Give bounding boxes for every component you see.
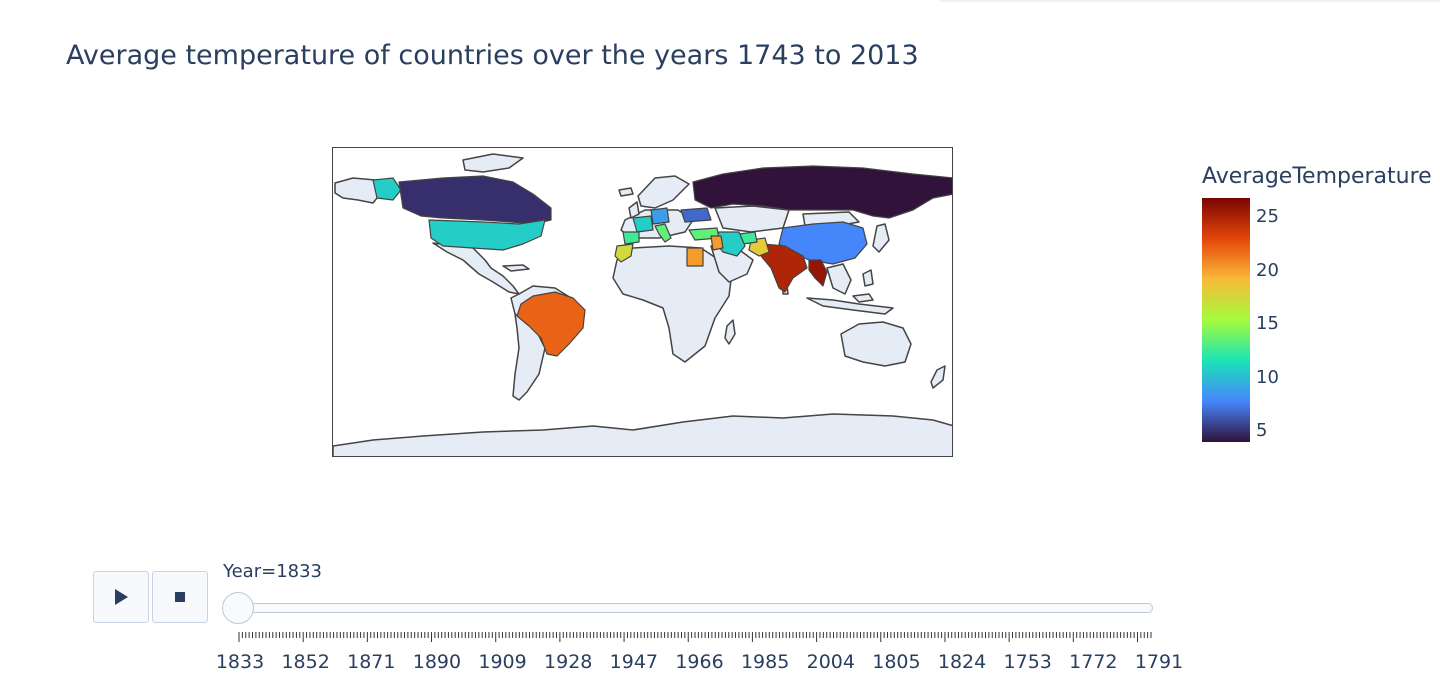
region-germany[interactable] [650, 207, 670, 225]
colorbar-title: AverageTemperature [1202, 164, 1432, 189]
land-africa [612, 245, 732, 363]
land-alaska [334, 177, 382, 204]
region-india[interactable] [760, 243, 808, 293]
region-greenland-north[interactable] [372, 177, 402, 201]
land-new-zealand [930, 365, 946, 389]
land-australia [840, 321, 912, 367]
slider-tick-label[interactable]: 1852 [281, 651, 330, 673]
slider-tick-label[interactable]: 1985 [740, 651, 790, 673]
slider-tick-label[interactable]: 1833 [215, 651, 265, 673]
region-usa[interactable] [428, 219, 546, 251]
land-uk [628, 201, 640, 219]
slider-tick-label[interactable]: 1947 [609, 651, 659, 673]
map-svg[interactable] [333, 148, 953, 457]
colorbar-tick: 15 [1256, 313, 1279, 334]
slider-tick-label[interactable]: 1791 [1134, 651, 1184, 673]
region-egypt[interactable] [686, 247, 704, 267]
region-ukraine[interactable] [680, 207, 712, 223]
land-indonesia [806, 269, 894, 315]
land-iceland [618, 187, 634, 197]
land-central-asia [714, 205, 790, 233]
region-italy[interactable] [654, 223, 672, 243]
chart-title: Average temperature of countries over th… [66, 40, 919, 71]
top-edge-bar [940, 0, 1440, 2]
stop-button[interactable] [152, 571, 208, 623]
slider-handle[interactable] [222, 592, 254, 624]
slider-tick-label[interactable]: 1928 [544, 651, 593, 673]
play-button[interactable] [93, 571, 149, 623]
slider-tick-label[interactable]: 1805 [872, 651, 921, 673]
land-southeast-asia [826, 263, 852, 295]
region-iraq[interactable] [710, 235, 724, 251]
slider-tick-label[interactable]: 1890 [412, 651, 462, 673]
world-map[interactable] [332, 147, 953, 457]
region-myanmar[interactable] [808, 259, 828, 287]
colorbar-tick: 20 [1256, 260, 1279, 281]
play-icon [115, 589, 128, 605]
region-morocco[interactable] [614, 243, 634, 263]
slider-tick-label[interactable]: 1909 [478, 651, 527, 673]
region-russia[interactable] [692, 165, 953, 219]
region-france[interactable] [632, 215, 654, 233]
land-arctic [462, 153, 524, 173]
slider-tick-label[interactable]: 1824 [937, 651, 987, 673]
region-spain[interactable] [622, 231, 640, 245]
colorbar-tick: 25 [1256, 206, 1279, 227]
region-canada[interactable] [398, 175, 552, 225]
land-scandinavia [637, 175, 690, 209]
land-japan [872, 223, 890, 253]
slider-ticks [238, 632, 1152, 642]
slider-tick-label[interactable]: 1966 [675, 651, 724, 673]
slider-tick-label[interactable]: 2004 [806, 651, 855, 673]
slider-tick-label[interactable]: 1871 [347, 651, 396, 673]
colorbar-gradient [1202, 198, 1250, 442]
region-brazil[interactable] [516, 291, 586, 357]
slider-track[interactable] [240, 603, 1153, 613]
land-madagascar [724, 319, 736, 345]
slider-tick-label[interactable]: 1753 [1003, 651, 1052, 673]
land-caribbean [502, 264, 530, 272]
colorbar-tick: 5 [1256, 420, 1268, 441]
colorbar-tick: 10 [1256, 367, 1279, 388]
stop-icon [175, 592, 185, 602]
slider-tick-label[interactable]: 1772 [1069, 651, 1118, 673]
slider-current-label: Year=1833 [223, 561, 322, 582]
land-antarctica [333, 413, 952, 456]
